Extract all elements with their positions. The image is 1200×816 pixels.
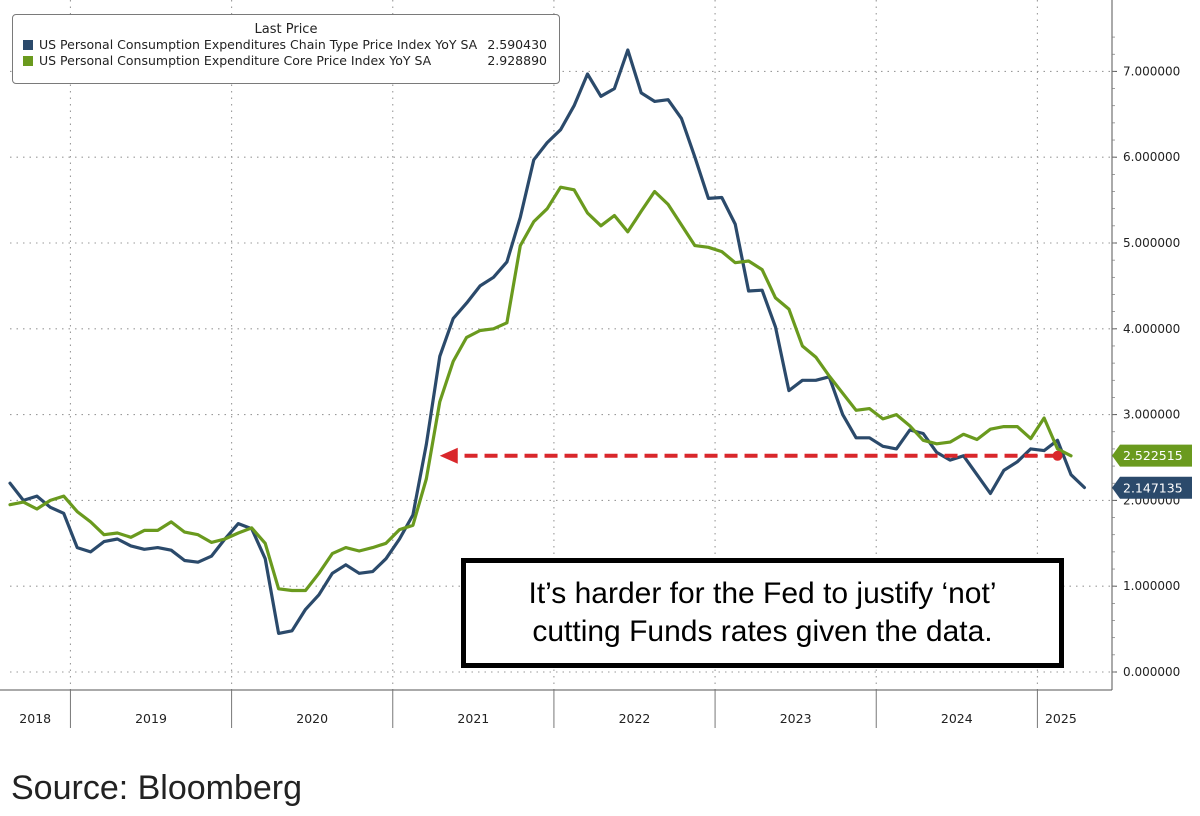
x-tick-label: 2020 — [296, 711, 328, 726]
legend-label-pce: US Personal Consumption Expenditures Cha… — [39, 37, 478, 52]
y-tick-label: 0.000000 — [1123, 665, 1180, 679]
callout-line-1: It’s harder for the Fed to justify ‘not’ — [528, 577, 997, 610]
legend-item-pce: US Personal Consumption Expenditures Cha… — [13, 37, 559, 53]
legend-value-pce: 2.590430 — [487, 37, 547, 52]
source-note: Source: Bloomberg — [11, 769, 303, 807]
legend-swatch-core — [23, 56, 33, 66]
callout-box: It’s harder for the Fed to justify ‘not’… — [461, 558, 1064, 668]
y-tick-label: 3.000000 — [1123, 408, 1180, 422]
y-tick-label: 4.000000 — [1123, 322, 1180, 336]
legend-item-core: US Personal Consumption Expenditure Core… — [13, 53, 559, 69]
legend-swatch-pce — [23, 40, 33, 50]
x-tick-label: 2018 — [19, 711, 51, 726]
x-tick-label: 2021 — [457, 711, 489, 726]
x-tick-label: 2022 — [619, 711, 651, 726]
annotation-arrow-tail — [1052, 450, 1063, 461]
annotation-arrow-head — [439, 447, 458, 464]
legend: Last Price US Personal Consumption Expen… — [12, 14, 560, 84]
y-tick-label: 5.000000 — [1123, 236, 1180, 250]
y-tick-label: 1.000000 — [1123, 579, 1180, 593]
last-value-tag-core — [1112, 444, 1192, 467]
y-tick-label: 7.000000 — [1123, 64, 1180, 78]
series-line-pce — [8, 48, 1087, 636]
y-tick-label: 6.000000 — [1123, 150, 1180, 164]
legend-label-core: US Personal Consumption Expenditure Core… — [39, 53, 432, 68]
last-value-tag-pce-label: 2.147135 — [1123, 480, 1183, 495]
x-tick-label: 2023 — [780, 711, 812, 726]
x-tick-label: 2024 — [941, 711, 973, 726]
legend-title: Last Price — [254, 22, 318, 37]
x-tick-label: 2019 — [135, 711, 167, 726]
callout-line-2: cutting Funds rates given the data. — [532, 615, 993, 648]
legend-value-core: 2.928890 — [487, 53, 547, 68]
last-value-tag-pce — [1112, 476, 1192, 499]
x-tick-label: 2025 — [1045, 711, 1077, 726]
series-line-core — [8, 185, 1073, 593]
last-value-tag-core-label: 2.522515 — [1123, 448, 1183, 463]
